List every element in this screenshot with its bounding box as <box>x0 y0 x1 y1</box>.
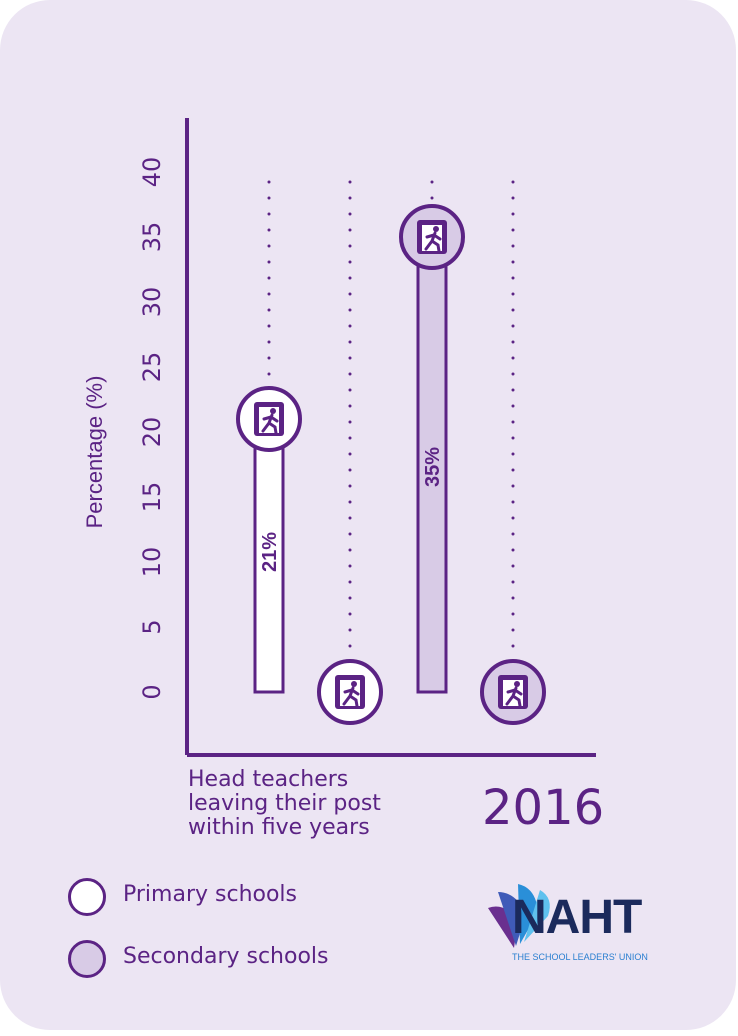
y-tick-label: 20 <box>138 417 166 448</box>
bar-group <box>480 180 546 725</box>
legend-primary-swatch <box>68 878 106 916</box>
legend-secondary-label: Secondary schools <box>123 944 329 969</box>
exit-icon-head <box>433 226 439 232</box>
emergency-exit-icon <box>254 402 284 436</box>
emergency-exit-icon <box>335 675 365 709</box>
exit-icon-runner <box>505 686 523 708</box>
logo-fan-icon <box>488 884 550 948</box>
bar <box>253 417 285 694</box>
y-tick-label: 40 <box>138 157 166 188</box>
bar-value-label: 35% <box>422 447 444 487</box>
logo-wordmark: NAHT <box>512 891 642 944</box>
year-label: 2016 <box>482 780 605 836</box>
exit-icon-head <box>351 681 357 687</box>
naht-logo: NAHT THE SCHOOL LEADERS' UNION <box>484 880 664 970</box>
y-tick-label: 5 <box>138 619 166 634</box>
y-tick-labels: 0 5 10 15 20 25 30 35 40 <box>138 157 166 700</box>
bar-value-label: 21% <box>259 532 281 572</box>
bar <box>416 235 448 694</box>
chart-axes <box>185 118 596 757</box>
bar-group <box>317 180 383 725</box>
y-tick-label: 15 <box>138 482 166 513</box>
exit-icon-runner <box>424 231 442 253</box>
bar-group: 21% <box>236 180 302 694</box>
bars: 21% 35% <box>236 180 546 725</box>
emergency-exit-icon <box>417 220 447 254</box>
series-note-line-3: within five years <box>188 815 370 840</box>
y-tick-label: 0 <box>138 684 166 699</box>
exit-icon-head <box>270 408 276 414</box>
legend-primary-label: Primary schools <box>123 882 298 907</box>
y-axis-label: Percentage (%) <box>82 376 107 529</box>
emergency-exit-icon <box>498 675 528 709</box>
y-tick-label: 35 <box>138 222 166 253</box>
exit-icon-runner <box>261 413 279 435</box>
y-tick-label: 10 <box>138 547 166 578</box>
y-tick-label: 30 <box>138 287 166 318</box>
y-tick-label: 25 <box>138 352 166 383</box>
legend-secondary-swatch <box>68 940 106 978</box>
logo-tagline: THE SCHOOL LEADERS' UNION <box>512 952 648 962</box>
series-note-line-1: Head teachers <box>188 767 349 792</box>
series-note: Head teachers leaving their post within … <box>188 768 448 840</box>
series-note-line-2: leaving their post <box>188 791 381 816</box>
exit-icon-head <box>514 681 520 687</box>
bar-group: 35% <box>399 180 465 694</box>
exit-icon-runner <box>342 686 360 708</box>
